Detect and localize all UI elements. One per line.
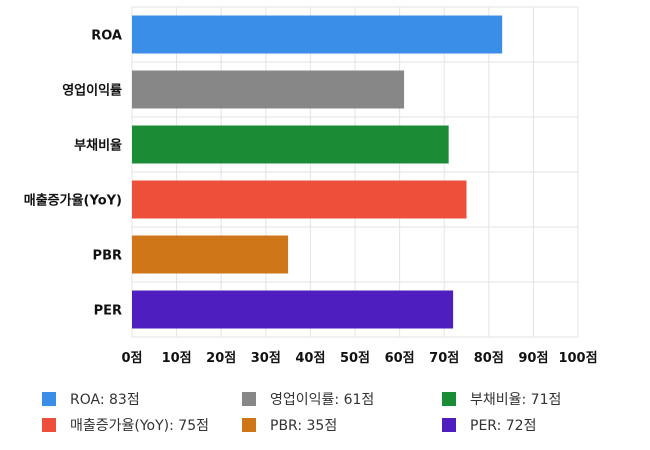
legend-item: 부채비율: 71점: [442, 390, 642, 408]
x-tick-label: 30점: [251, 351, 281, 366]
x-tick-label: 100점: [558, 351, 597, 366]
bar: [132, 15, 503, 54]
legend-swatch: [42, 392, 56, 406]
legend-label: 영업이익률: 61점: [270, 392, 375, 408]
bar: [132, 180, 467, 219]
x-tick-label: 50점: [340, 351, 370, 366]
bar: [132, 235, 289, 274]
x-tick-label: 80점: [474, 351, 504, 366]
category-label: 영업이익률: [62, 83, 122, 99]
category-label: ROA: [91, 29, 122, 44]
x-tick-label: 70점: [429, 351, 459, 366]
legend-item: PBR: 35점: [242, 416, 442, 434]
legend-label: ROA: 83점: [70, 392, 140, 408]
bar: [132, 290, 454, 329]
category-label: 매출증가율(YoY): [24, 193, 122, 209]
grid-lines: [131, 6, 579, 338]
category-label: PER: [94, 304, 122, 319]
x-tick-label: 40점: [295, 351, 325, 366]
bars: [132, 15, 503, 329]
legend-item: PER: 72점: [442, 416, 642, 434]
legend-label: PER: 72점: [470, 418, 537, 434]
legend-swatch: [442, 392, 456, 406]
legend-label: 부채비율: 71점: [470, 392, 562, 408]
bar: [132, 70, 405, 109]
legend-item: 매출증가율(YoY): 75점: [42, 416, 242, 434]
x-tick-label: 0점: [121, 351, 142, 366]
category-label: PBR: [93, 249, 122, 264]
legend-swatch: [242, 418, 256, 432]
legend-item: ROA: 83점: [42, 390, 242, 408]
x-tick-label: 10점: [162, 351, 192, 366]
bar: [132, 125, 449, 164]
legend-swatch: [42, 418, 56, 432]
legend-item: 영업이익률: 61점: [242, 390, 442, 408]
legend-swatch: [242, 392, 256, 406]
x-tick-label: 60점: [385, 351, 415, 366]
x-tick-label: 90점: [518, 351, 548, 366]
x-tick-labels: 0점 10점 20점 30점 40점 50점 60점 70점 80점 90점 100점: [121, 351, 597, 366]
x-tick-label: 20점: [206, 351, 236, 366]
legend-swatch: [442, 418, 456, 432]
legend-label: 매출증가율(YoY): 75점: [70, 418, 209, 434]
category-label: 부채비율: [74, 138, 122, 154]
legend-label: PBR: 35점: [270, 418, 338, 434]
